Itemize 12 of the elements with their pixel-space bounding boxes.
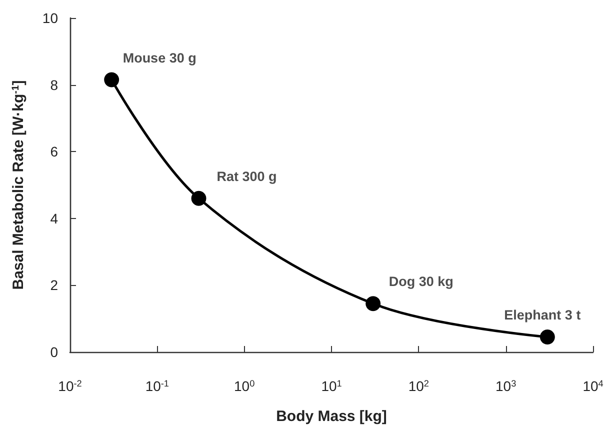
y-tick-label: 10 (42, 10, 58, 26)
annotation: Rat 300 g (216, 168, 277, 184)
y-tick-label: 8 (50, 76, 58, 93)
annotation: Dog 30 kg (388, 274, 454, 290)
y-tick-label: 0 (50, 344, 58, 360)
x-axis-title: Body Mass [kg] (276, 408, 387, 425)
annotation: Mouse 30 g (122, 50, 196, 66)
y-tick-label: 4 (50, 210, 58, 226)
y-tick-label: 2 (50, 277, 58, 294)
annotation: Elephant 3 t (504, 307, 582, 322)
y-axis-title: Basal Metabolic Rate [W·kg-1] (10, 80, 27, 290)
y-tick-label: 6 (50, 144, 58, 160)
